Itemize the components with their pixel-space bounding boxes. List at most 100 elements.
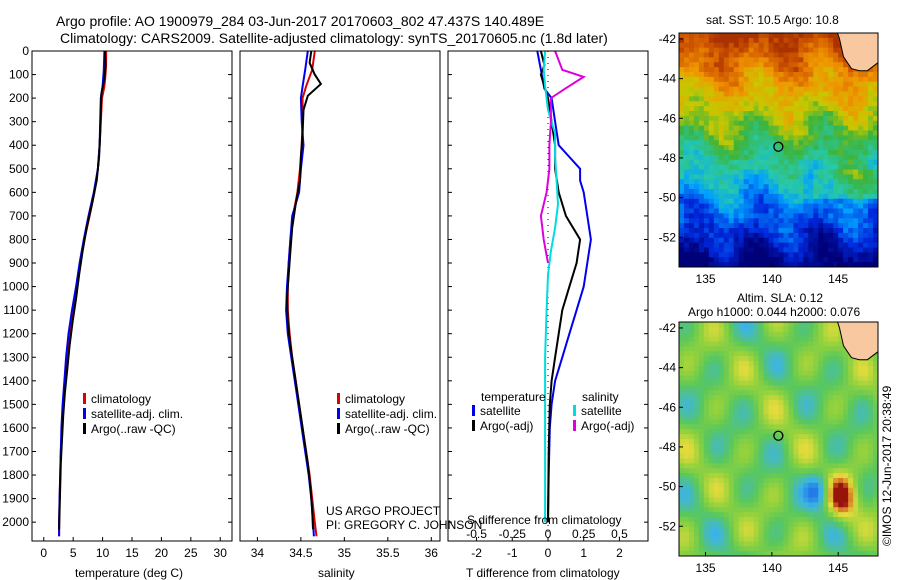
map-cell [858, 551, 864, 556]
map-cell [833, 497, 839, 503]
map-cell [738, 37, 745, 44]
map-cell [813, 336, 819, 343]
map-cell [793, 390, 799, 396]
map-cell [838, 409, 844, 416]
map-cell [818, 140, 824, 146]
map-cell [728, 404, 735, 411]
map-cell [873, 96, 878, 102]
map-cell [818, 326, 824, 333]
map-cell [858, 262, 864, 267]
map-cell [853, 106, 859, 112]
map-cell [848, 154, 854, 161]
map-cell [843, 439, 849, 445]
map-cell [738, 526, 745, 533]
map-cell [679, 385, 685, 391]
map-cell [703, 463, 710, 469]
map-cell [853, 448, 859, 455]
map-cell [803, 409, 809, 416]
map-cell [713, 502, 720, 508]
map-cell [679, 351, 685, 357]
map-cell [778, 521, 785, 528]
map-cell [858, 492, 864, 499]
map-cell [808, 106, 814, 112]
map-cell [808, 409, 814, 416]
map-cell [718, 232, 725, 239]
map-cell [723, 257, 730, 263]
map-cell [703, 150, 710, 156]
map-cell [818, 463, 824, 469]
legend-swatch-satellite [337, 408, 340, 419]
map-cell [783, 326, 790, 333]
map-cell [798, 179, 804, 185]
map-cell [848, 365, 854, 372]
map-cell [723, 448, 730, 455]
map-cell [733, 375, 740, 382]
map-cell [808, 390, 814, 396]
map-cell [713, 115, 720, 122]
map-cell [768, 458, 775, 464]
map-cell [733, 356, 740, 362]
map-cell [788, 361, 795, 367]
map-cell [763, 252, 770, 258]
map-cell [688, 262, 695, 267]
map-cell [798, 502, 804, 508]
map-cell [833, 507, 839, 513]
map-cell [833, 67, 839, 73]
y-tick-label: 500 [9, 162, 29, 176]
map-cell [758, 33, 765, 39]
map-cell [838, 81, 844, 88]
map-cell [838, 76, 844, 83]
map-cell [748, 346, 755, 352]
map-cell [823, 42, 829, 49]
map-cell [873, 130, 878, 136]
map-cell [873, 390, 878, 396]
map-cell [863, 228, 869, 234]
map-cell [703, 331, 710, 338]
map-cell [863, 453, 869, 460]
map-cell [748, 551, 755, 556]
map-cell [803, 336, 809, 343]
map-cell [679, 326, 685, 333]
map-cell [679, 414, 685, 421]
map-cell [818, 67, 824, 73]
map-cell [793, 189, 799, 195]
map-cell [828, 33, 834, 39]
map-cell [718, 322, 725, 328]
map-cell [763, 262, 770, 267]
map-cell [718, 164, 725, 171]
y-tick-label: 100 [9, 68, 29, 82]
map-cell [798, 429, 804, 435]
map-cell [778, 453, 785, 460]
map-cell [693, 125, 700, 132]
map-cell [679, 76, 685, 83]
map-cell [743, 541, 750, 547]
map-cell [768, 414, 775, 421]
map-cell [693, 541, 700, 547]
map-cell [858, 111, 864, 117]
map-cell [773, 237, 780, 244]
map-cell [733, 336, 740, 343]
map-cell [768, 237, 775, 244]
map-cell [703, 351, 710, 357]
map-cell [808, 208, 814, 214]
map-cell [788, 52, 795, 58]
map-cell [843, 351, 849, 357]
map-cell [798, 164, 804, 171]
map-cell [863, 115, 869, 122]
map-cell [798, 52, 804, 58]
map-cell [698, 150, 705, 156]
map-cell [783, 76, 790, 83]
map-cell [688, 419, 695, 425]
map-cell [788, 140, 795, 146]
map-cell [679, 47, 685, 54]
map-cell [763, 400, 770, 406]
map-cell [683, 541, 690, 547]
map-cell [743, 208, 750, 214]
map-cell [803, 404, 809, 411]
map-cell [783, 232, 790, 239]
map-cell [848, 439, 854, 445]
map-cell [778, 223, 785, 229]
map-cell [848, 409, 854, 416]
map-cell [683, 154, 690, 161]
map-cell [743, 111, 750, 117]
